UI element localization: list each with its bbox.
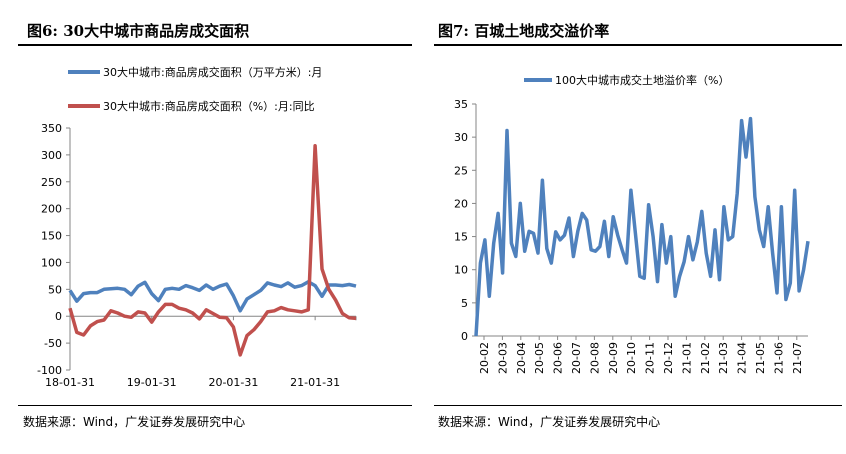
y-tick-label: 15	[454, 231, 468, 244]
y-tick-label: -50	[44, 337, 62, 350]
y-tick-label: 25	[454, 164, 468, 177]
x-tick-label: 19-01-31	[127, 376, 177, 389]
y-tick-label: 100	[41, 256, 62, 269]
x-tick-label: 21-01	[680, 342, 693, 374]
x-tick-label: 21-02	[699, 342, 712, 374]
x-tick-label: 18-01-31	[45, 376, 95, 389]
y-tick-label: -100	[37, 364, 62, 377]
left-panel: 图6: 30大中城市商品房成交面积 30大中城市:商品房成交面积（万平方米）:月…	[0, 0, 420, 454]
series-line-1	[474, 116, 810, 337]
y-tick-label: 0	[55, 310, 62, 323]
x-tick-label: 20-09	[607, 342, 620, 374]
legend-label-1: 30大中城市:商品房成交面积（万平方米）:月	[103, 65, 322, 79]
right-chart: 100大中城市成交土地溢价率（%） 0 5 10 15 20 25 30 35 20-02 20-0…	[454, 73, 810, 374]
series-line-1	[68, 280, 357, 313]
y-tick-label: 0	[461, 330, 468, 343]
legend-label-1: 100大中城市成交土地溢价率（%）	[555, 73, 729, 87]
x-tick-label: 20-11	[644, 342, 657, 374]
series-line-2	[68, 143, 357, 357]
y-tick-label: 250	[41, 176, 62, 189]
y-tick-label: 5	[461, 297, 468, 310]
left-source-note: 数据来源：Wind，广发证券发展研究中心	[23, 415, 246, 429]
x-tick-label: 20-07	[570, 342, 583, 374]
right-source-rule	[434, 405, 842, 406]
x-tick-label: 20-02	[478, 342, 491, 374]
y-tick-label: 350	[41, 122, 62, 135]
x-tick-label: 20-05	[533, 342, 546, 374]
left-chart: 30大中城市:商品房成交面积（万平方米）:月 30大中城市:商品房成交面积（%）:…	[37, 65, 357, 389]
right-panel: 图7: 百城土地成交溢价率 100大中城市成交土地溢价率（%） 0 5 10 15 20 2…	[428, 0, 846, 454]
x-tick-label: 20-01-31	[208, 376, 258, 389]
left-source-rule	[18, 405, 412, 406]
y-tick-label: 300	[41, 149, 62, 162]
y-tick-label: 50	[48, 283, 62, 296]
x-tick-label: 20-10	[625, 342, 638, 374]
x-tick-label: 21-06	[772, 342, 785, 374]
y-tick-label: 10	[454, 264, 468, 277]
x-tick-label: 20-08	[588, 342, 601, 374]
y-tick-label: 30	[454, 131, 468, 144]
x-tick-label: 21-03	[717, 342, 730, 374]
left-title-rule	[18, 44, 412, 46]
x-tick-label: 20-03	[496, 342, 509, 374]
y-tick-label: 20	[454, 197, 468, 210]
x-tick-label: 21-07	[791, 342, 804, 374]
y-tick-label: 35	[454, 98, 468, 111]
right-figure-title: 图7: 百城土地成交溢价率	[438, 22, 610, 40]
right-title-rule	[434, 44, 842, 46]
left-figure-title: 图6: 30大中城市商品房成交面积	[27, 22, 250, 40]
x-tick-label: 21-01-31	[290, 376, 340, 389]
legend-label-2: 30大中城市:商品房成交面积（%）:月:同比	[103, 99, 315, 113]
x-tick-label: 21-05	[754, 342, 767, 374]
y-tick-label: 200	[41, 203, 62, 216]
y-tick-label: 150	[41, 230, 62, 243]
x-tick-label: 20-06	[552, 342, 565, 374]
right-source-note: 数据来源：Wind，广发证券发展研究中心	[438, 415, 661, 429]
x-tick-label: 20-04	[515, 342, 528, 374]
x-tick-label: 21-04	[736, 342, 749, 374]
x-tick-label: 20-12	[662, 342, 675, 374]
